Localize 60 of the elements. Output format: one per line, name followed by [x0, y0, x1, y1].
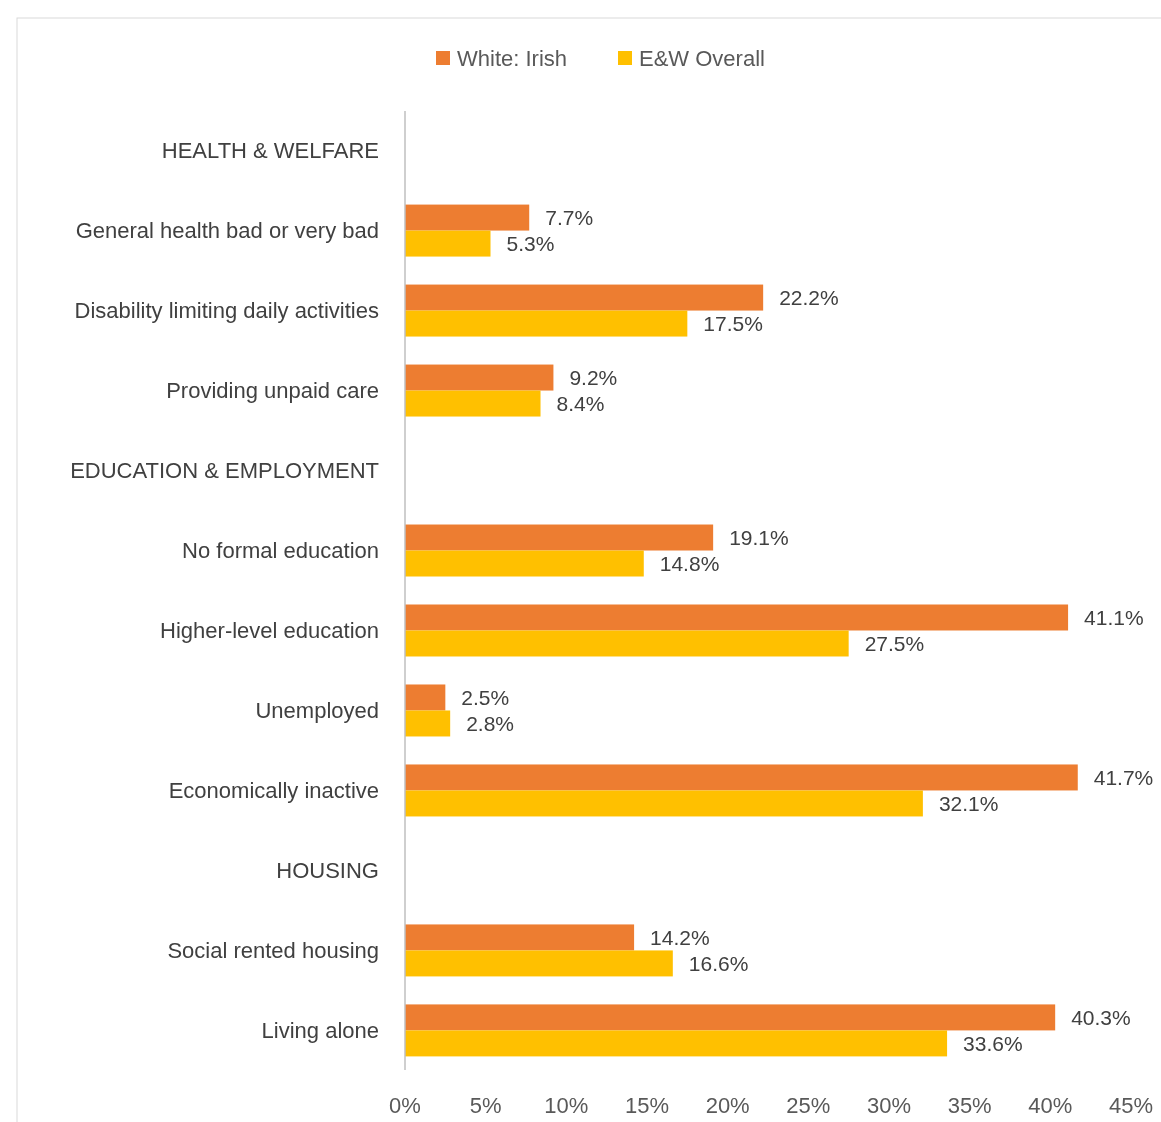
bar	[405, 764, 1078, 791]
y-tick-label: Providing unpaid care	[166, 378, 379, 404]
bar	[405, 390, 541, 417]
x-tick-label: 35%	[947, 1092, 992, 1118]
bar	[405, 790, 923, 817]
bar	[405, 710, 451, 737]
y-tick-label: Higher-level education	[160, 618, 379, 644]
bar	[405, 524, 714, 551]
data-label: 2.8%	[466, 711, 515, 735]
bar	[405, 310, 688, 337]
bar	[405, 364, 554, 391]
y-tick-label: Disability limiting daily activities	[74, 298, 379, 324]
bar	[405, 230, 491, 257]
x-tick-label: 45%	[1108, 1092, 1154, 1118]
data-label: 16.6%	[688, 951, 749, 975]
x-tick-label: 30%	[866, 1092, 912, 1118]
data-label: 41.1%	[1084, 605, 1144, 629]
data-label: 27.5%	[864, 631, 925, 655]
legend-label: E&W Overall	[639, 45, 765, 71]
data-label: 33.6%	[963, 1031, 1023, 1055]
x-tick-label: 15%	[624, 1092, 670, 1118]
bar	[405, 630, 849, 657]
x-tick-label: 5%	[469, 1092, 502, 1118]
bar	[405, 550, 644, 577]
legend-label: White: Irish	[457, 45, 568, 71]
data-label: 17.5%	[703, 311, 763, 335]
y-tick-label: HEALTH & WELFARE	[161, 138, 379, 164]
bar	[405, 204, 530, 231]
y-tick-label: HOUSING	[276, 858, 379, 884]
bar	[405, 924, 635, 951]
data-label: 40.3%	[1071, 1005, 1131, 1029]
bar	[405, 950, 673, 977]
y-tick-label: General health bad or very bad	[75, 218, 379, 244]
y-tick-label: Economically inactive	[168, 778, 379, 804]
y-tick-label: Social rented housing	[167, 938, 379, 964]
data-label: 22.2%	[779, 285, 839, 309]
data-label: 8.4%	[556, 391, 605, 415]
y-tick-label: No formal education	[182, 538, 379, 564]
data-label: 7.7%	[545, 205, 594, 229]
data-label: 41.7%	[1093, 765, 1154, 789]
bar	[405, 1004, 1056, 1031]
data-label: 14.8%	[659, 551, 720, 575]
bar	[405, 284, 764, 311]
bar	[405, 684, 446, 711]
y-tick-label: Living alone	[261, 1018, 379, 1044]
data-label: 5.3%	[506, 231, 555, 255]
x-tick-label: 20%	[705, 1092, 750, 1118]
data-label: 19.1%	[729, 525, 789, 549]
x-tick-label: 10%	[544, 1092, 589, 1118]
x-tick-label: 0%	[389, 1092, 421, 1118]
bar	[405, 604, 1069, 631]
data-label: 9.2%	[569, 365, 618, 389]
x-tick-label: 40%	[1028, 1092, 1073, 1118]
data-label: 32.1%	[938, 791, 999, 815]
y-tick-label: EDUCATION & EMPLOYMENT	[70, 458, 379, 484]
x-tick-label: 25%	[786, 1092, 831, 1118]
y-tick-label: Unemployed	[255, 698, 379, 724]
data-label: 14.2%	[650, 925, 710, 949]
bar	[405, 1030, 948, 1057]
data-label: 2.5%	[461, 685, 510, 709]
